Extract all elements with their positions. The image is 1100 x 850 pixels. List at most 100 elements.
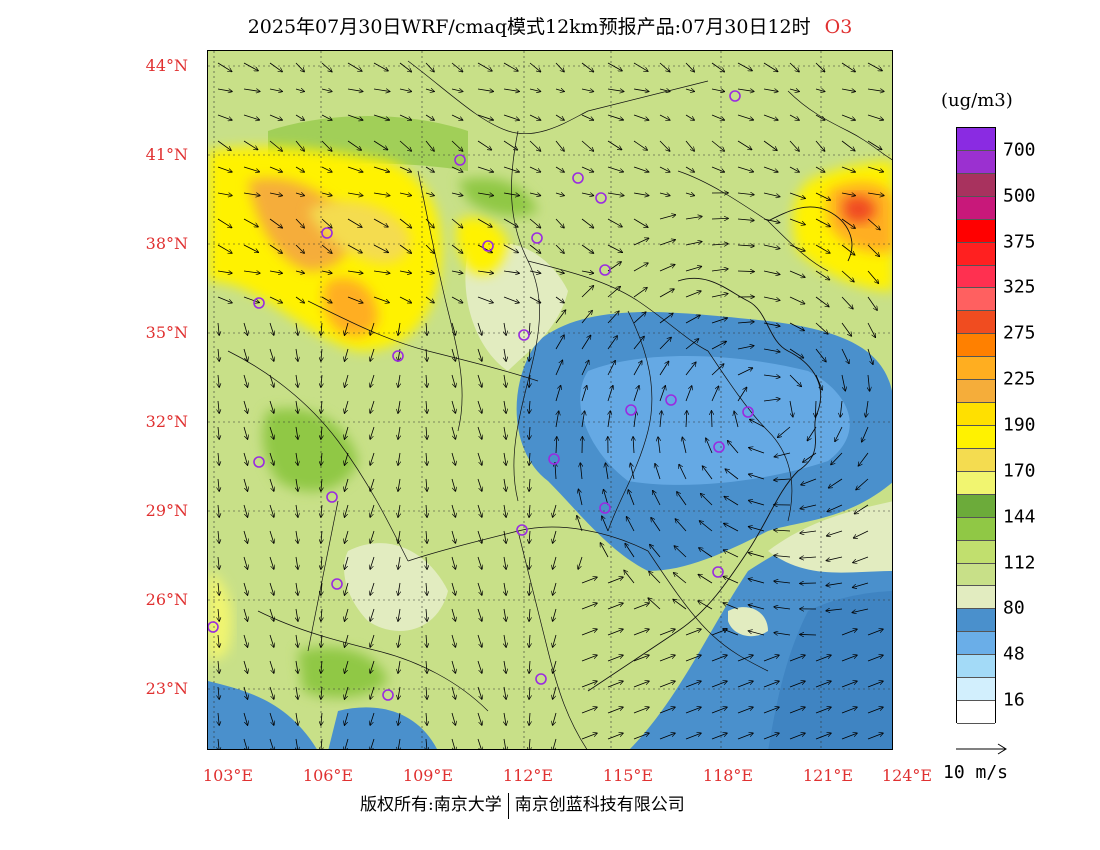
wind-arrow [659,681,675,688]
wind-arrow [398,660,400,673]
wind-arrow [426,504,427,517]
legend-swatch [957,540,995,564]
wind-arrow [425,218,434,228]
wind-arrow [243,193,260,196]
wind-arrow [737,733,753,740]
wind-arrow [217,271,232,273]
legend-swatch [957,128,995,151]
lon-label-103: 103°E [202,766,254,785]
wind-arrow [581,244,593,253]
wind-arrow [373,62,388,71]
wind-arrow [529,374,530,387]
legend-swatch [957,494,995,518]
wind-arrow [763,89,778,91]
wind-arrow [295,89,304,91]
legend-label: 48 [1003,643,1025,665]
wind-arrow [243,608,248,621]
wind-arrow [737,655,753,662]
wind-arrow [370,374,375,387]
wind-arrow [581,286,593,298]
wind-arrow [504,478,506,491]
station-marker [253,456,265,468]
wind-arrow [789,114,799,120]
wind-arrow [477,322,482,335]
wind-arrow [503,114,519,120]
wind-arrow [581,114,593,120]
wind-arrow [555,218,564,228]
wind-arrow [296,322,298,335]
wind-arrow [426,400,427,413]
wind-arrow [789,707,805,714]
wind-arrow [659,733,675,740]
wind-arrow [426,322,427,335]
wind-arrow [674,546,687,558]
wind-arrow [296,660,298,673]
wind-arrow [504,348,506,361]
wind-arrow [737,271,754,272]
wind-arrow [243,660,248,673]
wind-arrow [789,192,805,198]
wind-arrow [789,681,805,688]
wind-arrow [827,504,843,512]
wind-arrow [685,362,696,376]
wind-arrow [866,400,868,417]
wind-arrow [477,478,482,491]
wind-arrow [295,244,304,253]
wind-arrow [347,271,363,273]
wind-arrow [451,738,455,749]
wind-arrow [659,215,675,220]
wind-arrow [321,271,332,273]
wind-arrow [345,426,349,439]
wind-arrow [677,492,687,506]
wind-arrow [711,294,728,298]
lat-label-23: 23°N [145,679,188,698]
wind-arrow [555,335,564,350]
wind-arrow [555,360,562,376]
wind-arrow [504,712,506,725]
wind-arrow [815,114,825,120]
legend-swatch [957,150,995,174]
legend-swatch [957,173,995,197]
wind-arrow [217,218,232,228]
wind-arrow [399,89,411,91]
wind-arrow [426,556,427,569]
wind-arrow [345,686,349,699]
wind-arrow [774,530,791,531]
wind-arrow [577,516,583,532]
wind-arrow [529,556,530,569]
wind-arrow [321,244,332,253]
wind-arrow [321,712,322,725]
wind-arrow [243,738,248,749]
wind-arrow [763,192,780,197]
wind-arrow [723,577,739,584]
wind-arrow [451,478,455,491]
wind-arrow [841,629,857,636]
wind-arrow [801,478,817,485]
legend-swatch [957,517,995,541]
wind-arrow [451,426,455,439]
wind-arrow [711,411,712,428]
wind-arrow [373,166,389,172]
wind-arrow [763,114,778,120]
wind-arrow [477,62,492,71]
wind-arrow [370,582,375,595]
wind-arrow [321,556,322,569]
wind-arrow [553,660,557,673]
wind-arrow [679,465,687,480]
wind-arrow [425,140,434,151]
wind-arrow [398,504,400,517]
wind-arrow [373,193,390,196]
wind-arrow [581,271,593,273]
wind-arrow [347,296,363,303]
wind-arrow [829,478,843,488]
wind-arrow [503,89,519,91]
wind-arrow [426,452,427,465]
wind-arrow [451,193,463,196]
wind-arrow [581,386,587,402]
wind-arrow [504,530,506,543]
wind-arrow [711,681,727,688]
legend-label: 144 [1003,506,1036,528]
lat-label-35: 35°N [145,323,188,342]
wind-arrow [398,322,400,335]
wind-arrow [685,166,694,172]
